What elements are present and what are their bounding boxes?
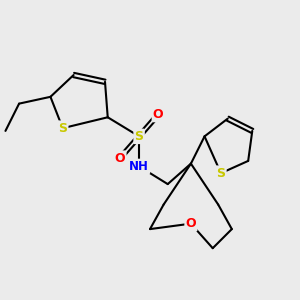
Text: S: S (135, 130, 144, 143)
Text: O: O (186, 217, 196, 230)
Text: O: O (115, 152, 125, 165)
Text: S: S (216, 167, 225, 180)
Text: NH: NH (129, 160, 149, 173)
Text: O: O (153, 108, 164, 121)
Text: S: S (58, 122, 67, 135)
